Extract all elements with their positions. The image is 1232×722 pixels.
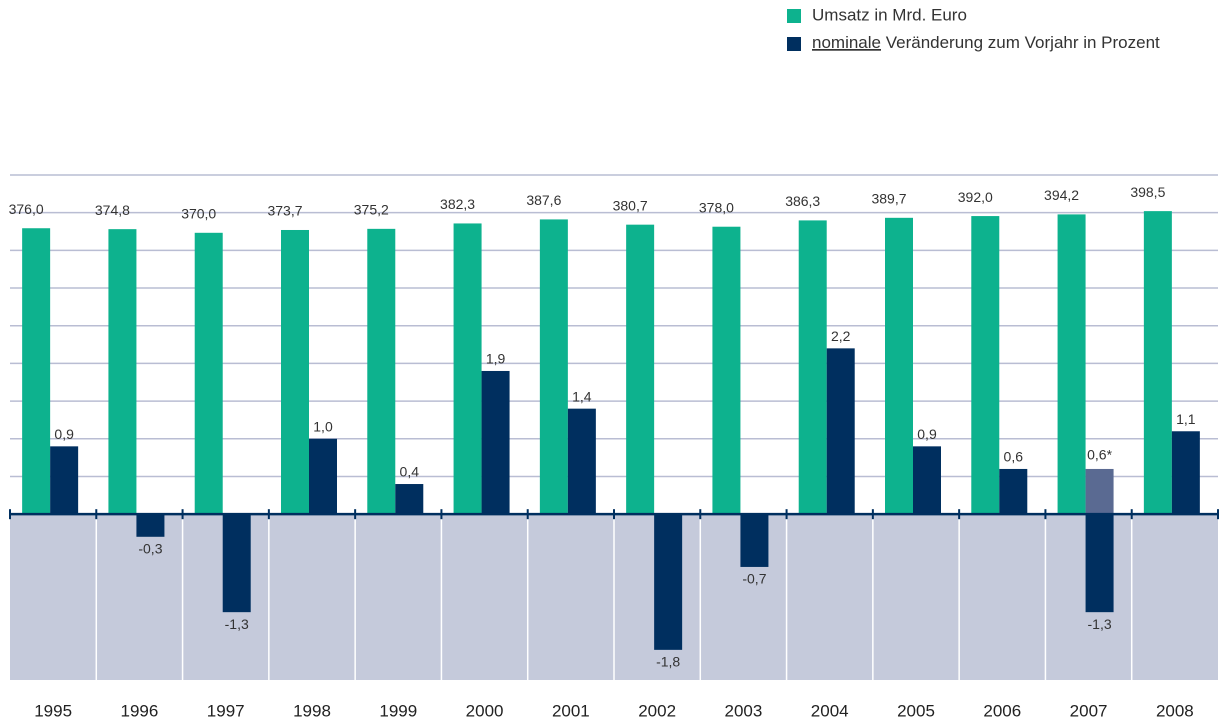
value-label: 0,4 [400, 464, 420, 480]
value-label: 382,3 [440, 196, 475, 212]
x-tick-label: 2007 [1070, 701, 1108, 720]
annotation-bar [1085, 468, 1114, 515]
value-label: 1,4 [572, 388, 592, 404]
x-tick-label: 1997 [207, 701, 245, 720]
value-label: 394,2 [1044, 187, 1079, 203]
value-label: 375,2 [354, 202, 389, 218]
value-label: 1,0 [313, 419, 333, 435]
legend-label: nominale Veränderung zum Vorjahr in Proz… [812, 33, 1160, 52]
x-tick-label: 1995 [34, 701, 72, 720]
x-tick-label: 2005 [897, 701, 935, 720]
bar [108, 229, 137, 515]
value-label: -1,8 [656, 654, 680, 670]
value-label: 380,7 [613, 197, 648, 213]
bar [740, 514, 769, 567]
value-label: -0,7 [742, 571, 766, 587]
value-label: 374,8 [95, 202, 130, 218]
bar [712, 226, 741, 515]
value-label: 378,0 [699, 199, 734, 215]
x-tick-label: 2002 [638, 701, 676, 720]
bar [1057, 214, 1086, 515]
bar [50, 446, 79, 515]
bar [971, 216, 1000, 515]
bar [539, 219, 568, 515]
bar [481, 370, 510, 515]
value-label: 1,1 [1176, 411, 1196, 427]
value-label: 398,5 [1130, 184, 1165, 200]
value-label: 1,9 [486, 351, 506, 367]
x-tick-label: 1998 [293, 701, 331, 720]
value-label: -1,3 [1088, 616, 1112, 632]
bar [826, 348, 855, 515]
value-label: 2,2 [831, 328, 851, 344]
legend-swatch [787, 37, 801, 51]
x-tick-label: 2003 [725, 701, 763, 720]
bar [567, 408, 596, 515]
x-tick-label: 2004 [811, 701, 849, 720]
bar [453, 223, 482, 515]
bar [281, 229, 309, 515]
value-label: 373,7 [267, 203, 302, 219]
x-tick-label: 2006 [983, 701, 1021, 720]
x-tick-label: 1996 [121, 701, 159, 720]
bar [885, 217, 913, 515]
bar [22, 228, 51, 515]
bar [1171, 431, 1200, 515]
value-label: -0,3 [138, 540, 162, 556]
value-label: 386,3 [785, 193, 820, 209]
bar [999, 468, 1028, 515]
legend-swatch [787, 9, 801, 23]
value-label: 376,0 [9, 201, 44, 217]
value-label: 0,6 [1004, 449, 1024, 465]
annotation-label: 0,6* [1087, 447, 1112, 463]
value-label: 0,9 [54, 426, 74, 442]
value-label: 392,0 [958, 189, 993, 205]
bar [913, 446, 941, 515]
legend-label: Umsatz in Mrd. Euro [812, 5, 967, 24]
bar [222, 514, 251, 613]
value-label: -1,3 [225, 616, 249, 632]
value-label: 387,6 [526, 192, 561, 208]
bar [395, 484, 424, 515]
bar [798, 220, 827, 515]
x-tick-label: 2001 [552, 701, 590, 720]
bar [626, 224, 655, 515]
bar [309, 438, 337, 515]
value-label: 389,7 [871, 191, 906, 207]
bar [1143, 211, 1172, 515]
value-label: 0,9 [917, 426, 937, 442]
bar [367, 228, 396, 515]
bar [194, 232, 223, 515]
bar [136, 514, 165, 537]
value-label: 370,0 [181, 206, 216, 222]
x-tick-label: 2000 [466, 701, 504, 720]
x-tick-label: 1999 [379, 701, 417, 720]
bar [1085, 514, 1114, 613]
x-tick-label: 2008 [1156, 701, 1194, 720]
bar [654, 514, 683, 650]
